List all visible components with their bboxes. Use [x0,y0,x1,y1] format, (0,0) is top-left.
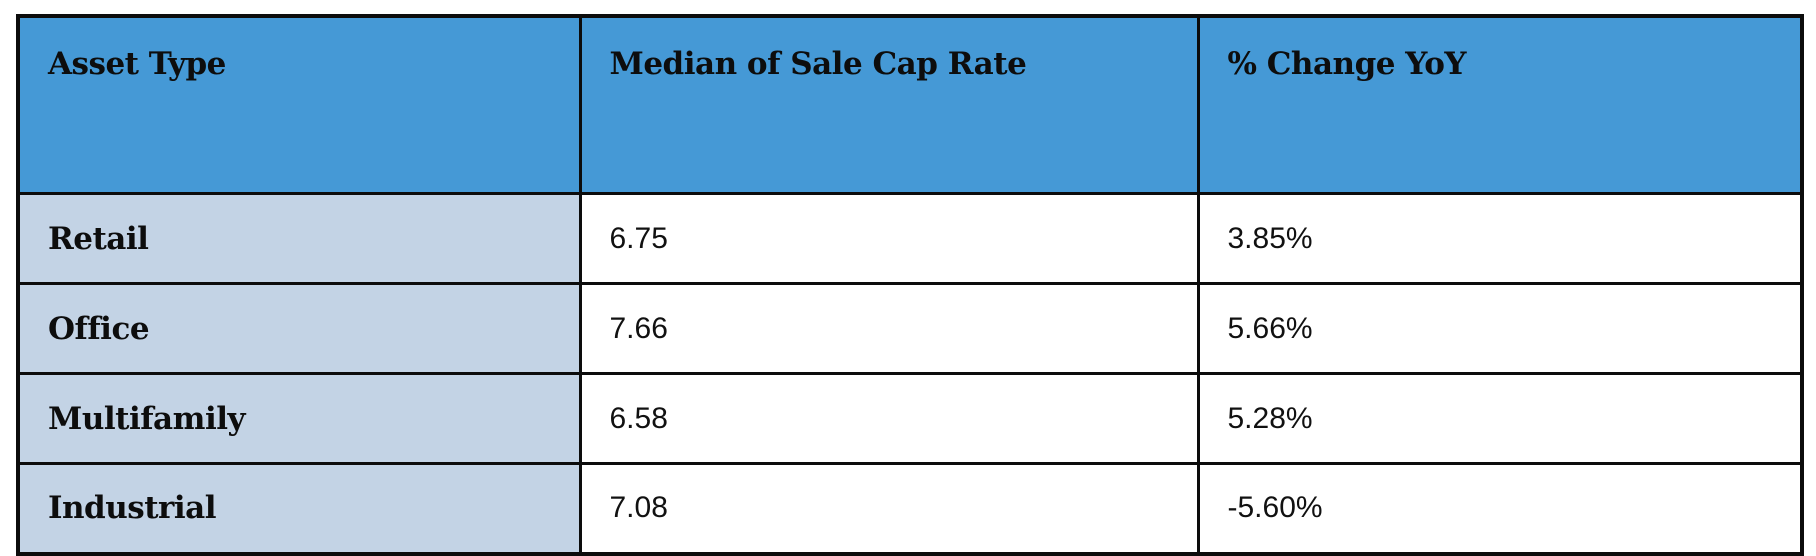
asset-type-cell: Multifamily [16,372,582,465]
pct-change-cell: 5.66% [1196,282,1804,375]
pct-change-cell: -5.60% [1196,462,1804,555]
table-row-retail: Retail 6.75 3.85% [16,192,1804,285]
asset-type-cell: Retail [16,192,582,285]
cap-rate-cell: 7.08 [578,462,1200,555]
pct-change-cell: 5.28% [1196,372,1804,465]
table-header: Asset Type Median of Sale Cap Rate % Cha… [16,14,1804,195]
column-header-pct-change-yoy: % Change YoY [1196,14,1804,195]
asset-type-cell: Industrial [16,462,582,555]
table-body: Retail 6.75 3.85% Office 7.66 5.66% Mult… [16,192,1804,555]
table-row-multifamily: Multifamily 6.58 5.28% [16,372,1804,465]
cap-rate-cell: 6.75 [578,192,1200,285]
cap-rate-table-container: Asset Type Median of Sale Cap Rate % Cha… [16,14,1804,556]
header-row: Asset Type Median of Sale Cap Rate % Cha… [16,14,1804,195]
column-header-asset-type: Asset Type [16,14,582,195]
table-row-industrial: Industrial 7.08 -5.60% [16,462,1804,555]
asset-type-cell: Office [16,282,582,375]
cap-rate-table: Asset Type Median of Sale Cap Rate % Cha… [16,14,1804,556]
cap-rate-cell: 7.66 [578,282,1200,375]
pct-change-cell: 3.85% [1196,192,1804,285]
column-header-median-cap-rate: Median of Sale Cap Rate [578,14,1200,195]
table-row-office: Office 7.66 5.66% [16,282,1804,375]
cap-rate-cell: 6.58 [578,372,1200,465]
